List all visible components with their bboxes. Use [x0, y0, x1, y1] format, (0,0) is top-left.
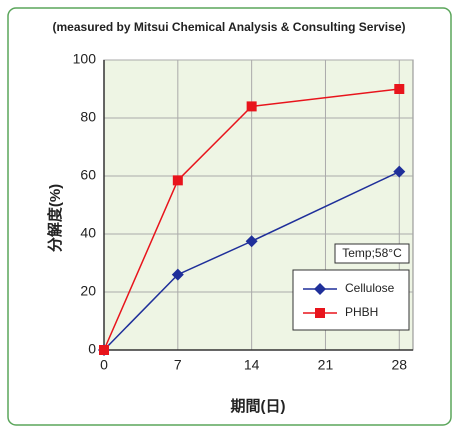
marker: [393, 165, 406, 178]
legend-marker: [315, 308, 325, 318]
legend-label: Cellulose: [345, 281, 395, 295]
marker: [99, 345, 109, 355]
x-tick-label: 7: [174, 357, 182, 373]
legend-label: PHBH: [345, 305, 378, 319]
marker: [245, 235, 258, 248]
x-tick-label: 28: [392, 357, 408, 373]
marker: [246, 101, 257, 112]
series-line: [103, 170, 400, 351]
series-line: [103, 88, 400, 351]
annotation-box: [334, 243, 410, 264]
chart-title: (measured by Mitsui Chemical Analysis & …: [53, 20, 406, 34]
x-tick-label: 21: [318, 357, 334, 373]
marker: [172, 175, 183, 186]
y-tick-label: 100: [73, 51, 97, 67]
legend-box: [292, 269, 410, 331]
annotation: Temp;58°C: [342, 246, 402, 260]
x-axis-label: 期間(日): [231, 397, 286, 415]
marker: [171, 268, 184, 281]
y-tick-label: 80: [80, 109, 96, 125]
legend-marker: [314, 283, 326, 295]
x-tick-label: 14: [244, 357, 260, 373]
marker: [394, 84, 405, 94]
y-tick-label: 20: [80, 283, 96, 299]
x-tick-label: 0: [100, 357, 108, 373]
y-axis-label: 分解度(%): [46, 184, 64, 252]
y-tick-label: 0: [88, 341, 96, 357]
y-tick-label: 40: [80, 225, 96, 241]
y-tick-label: 60: [80, 167, 96, 183]
